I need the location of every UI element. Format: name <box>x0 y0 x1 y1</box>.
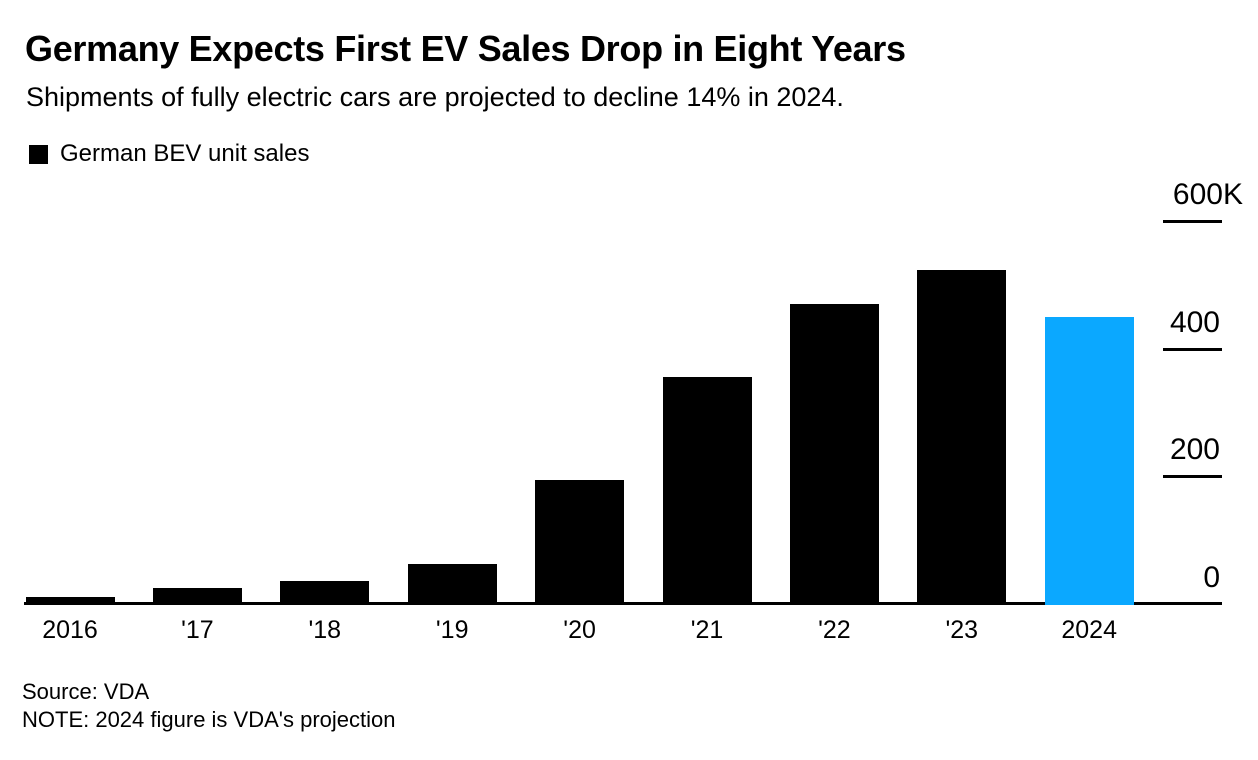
y-tick-label-600k: 600K <box>1172 178 1243 211</box>
x-axis-label-18: '18 <box>308 616 342 644</box>
bar-20 <box>535 480 625 605</box>
bar-23 <box>917 270 1007 605</box>
x-axis-label-2024: 2024 <box>1061 616 1117 644</box>
legend: German BEV unit sales <box>29 142 309 166</box>
note-text: NOTE: 2024 figure is VDA's projection <box>22 707 396 732</box>
y-tick-line-400 <box>1163 347 1222 351</box>
bar-19 <box>407 563 497 605</box>
x-axis-label-23: '23 <box>945 616 979 644</box>
legend-label: German BEV unit sales <box>60 140 310 167</box>
bar-22 <box>789 303 879 605</box>
bar-21 <box>662 377 752 605</box>
bar-2016 <box>25 597 115 605</box>
x-axis-label-20: '20 <box>563 616 596 644</box>
source-text: Source: VDA <box>22 679 150 704</box>
y-tick-label-0: 0 <box>1203 560 1220 594</box>
y-tick-label-200: 200 <box>1169 433 1220 466</box>
x-axis-label-22: '22 <box>818 616 851 644</box>
page-title: Germany Expects First EV Sales Drop in E… <box>25 28 906 69</box>
bar-2024 <box>1044 316 1134 605</box>
legend-swatch-icon <box>29 144 48 164</box>
x-axis-label-21: '21 <box>690 616 724 644</box>
y-tick-line-600k <box>1163 220 1222 223</box>
y-tick-line-200 <box>1163 475 1222 478</box>
y-tick-label-400: 400 <box>1169 305 1220 339</box>
bar-18 <box>280 581 370 605</box>
x-axis-label-19: '19 <box>435 616 469 644</box>
x-axis-label-2016: 2016 <box>42 616 98 644</box>
page-subtitle: Shipments of fully electric cars are pro… <box>26 82 844 112</box>
x-axis-label-17: '17 <box>181 616 214 644</box>
bar-17 <box>152 588 242 605</box>
